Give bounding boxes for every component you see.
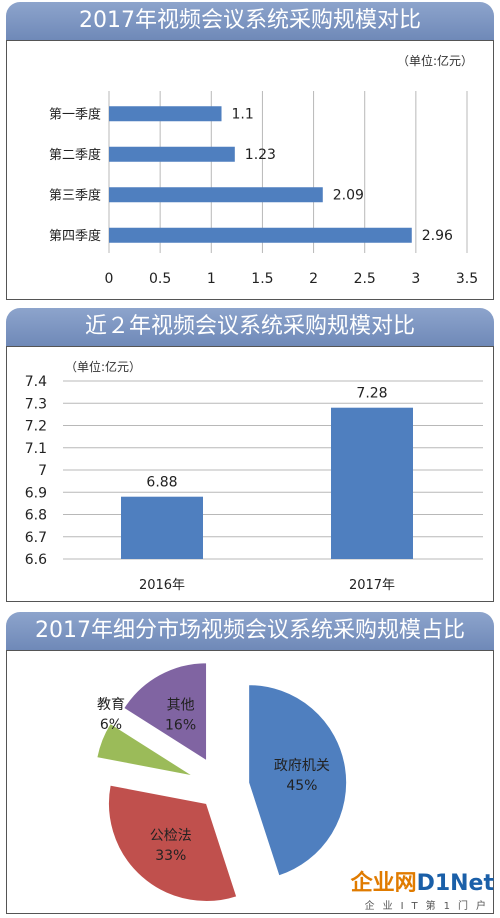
y-tick-label: 7.1 [25, 441, 47, 457]
y-tick-label: 7.3 [25, 396, 47, 412]
y-category-label: 第一季度 [49, 106, 101, 122]
y-tick-label: 7.2 [25, 419, 47, 435]
chart-frame-yearly: （单位:亿元） 6.6 6.7 6.8 6.9 7 7.1 7.2 7.3 7.4 6.88 2016… [6, 346, 494, 602]
pie-slice-label: 政府机关 [274, 758, 330, 774]
y-category-label: 第三季度 [49, 187, 101, 203]
bar-value-label: 7.28 [356, 386, 387, 402]
x-tick-label: 1 [207, 271, 216, 287]
y-tick-label: 7 [38, 463, 47, 479]
unit-label: （单位:亿元） [65, 359, 141, 374]
chart-frame-segment: 政府机关 45% 公检法 33% 教育 6% 其他 16% [6, 650, 494, 914]
x-category-label: 2017年 [349, 578, 395, 593]
bar [121, 496, 203, 559]
bar-value-label: 1.1 [232, 106, 254, 122]
bar [109, 227, 412, 243]
y-tick-label: 6.8 [25, 508, 47, 524]
chart-frame-quarterly: （单位:亿元） 0 0.5 1 1.5 2 2.5 3 3.5 第一季度 1.1 第二季度 1.23 第三… [6, 40, 494, 300]
pie-slice [248, 684, 348, 877]
bar [109, 106, 222, 122]
bar-value-label: 1.23 [245, 147, 276, 163]
pie-slice [107, 784, 238, 902]
x-tick-label: 0 [105, 271, 114, 287]
chart-segment-svg: 政府机关 45% 公检法 33% 教育 6% 其他 16% [96, 662, 348, 902]
y-category-label: 第四季度 [49, 228, 101, 244]
pie-slice-label: 其他 [167, 697, 195, 713]
pie-slice-percent: 16% [165, 717, 196, 733]
watermark-logo: 企业网D1Net [350, 871, 494, 896]
y-tick-label: 6.6 [25, 552, 47, 568]
y-tick-label: 6.7 [25, 530, 47, 546]
pie-slice-percent: 6% [100, 717, 122, 733]
chart-title-segment: 2017年细分市场视频会议系统采购规模占比 [6, 612, 494, 650]
x-category-label: 2016年 [139, 578, 185, 593]
watermark: 企业网D1Net 企业IT第1门户 [351, 865, 494, 912]
x-tick-label: 0.5 [149, 271, 171, 287]
pie-slice-label: 教育 [97, 697, 125, 713]
x-tick-label: 2 [309, 271, 318, 287]
x-tick-label: 3.5 [456, 271, 478, 287]
bar [109, 146, 235, 162]
pie-slice [96, 722, 194, 777]
chart-title-yearly: 近２年视频会议系统采购规模对比 [6, 308, 494, 346]
y-tick-label: 6.9 [25, 485, 47, 501]
chart-yearly-svg: （单位:亿元） 6.6 6.7 6.8 6.9 7 7.1 7.2 7.3 7.4 6.88 2016… [25, 359, 483, 593]
chart-title-quarterly: 2017年视频会议系统采购规模对比 [6, 2, 494, 40]
bar [331, 407, 413, 559]
pie-slice-percent: 45% [286, 778, 317, 794]
bar-value-label: 6.88 [146, 475, 177, 491]
watermark-sub: 企业IT第1门户 [364, 901, 494, 912]
y-category-label: 第二季度 [49, 147, 101, 163]
bar-value-label: 2.09 [333, 187, 364, 203]
x-tick-label: 3 [411, 271, 420, 287]
bar [109, 187, 323, 203]
unit-label: （单位:亿元） [397, 53, 473, 68]
pie-slice [123, 662, 208, 762]
y-tick-label: 7.4 [25, 374, 47, 390]
bar-value-label: 2.96 [422, 228, 453, 244]
pie-slice-label: 公检法 [150, 828, 192, 844]
pie-slice-percent: 33% [155, 848, 186, 864]
x-tick-label: 2.5 [354, 271, 376, 287]
x-tick-label: 1.5 [251, 271, 273, 287]
chart-quarterly-svg: （单位:亿元） 0 0.5 1 1.5 2 2.5 3 3.5 第一季度 1.1 第二季度 1.23 第三… [49, 53, 478, 287]
